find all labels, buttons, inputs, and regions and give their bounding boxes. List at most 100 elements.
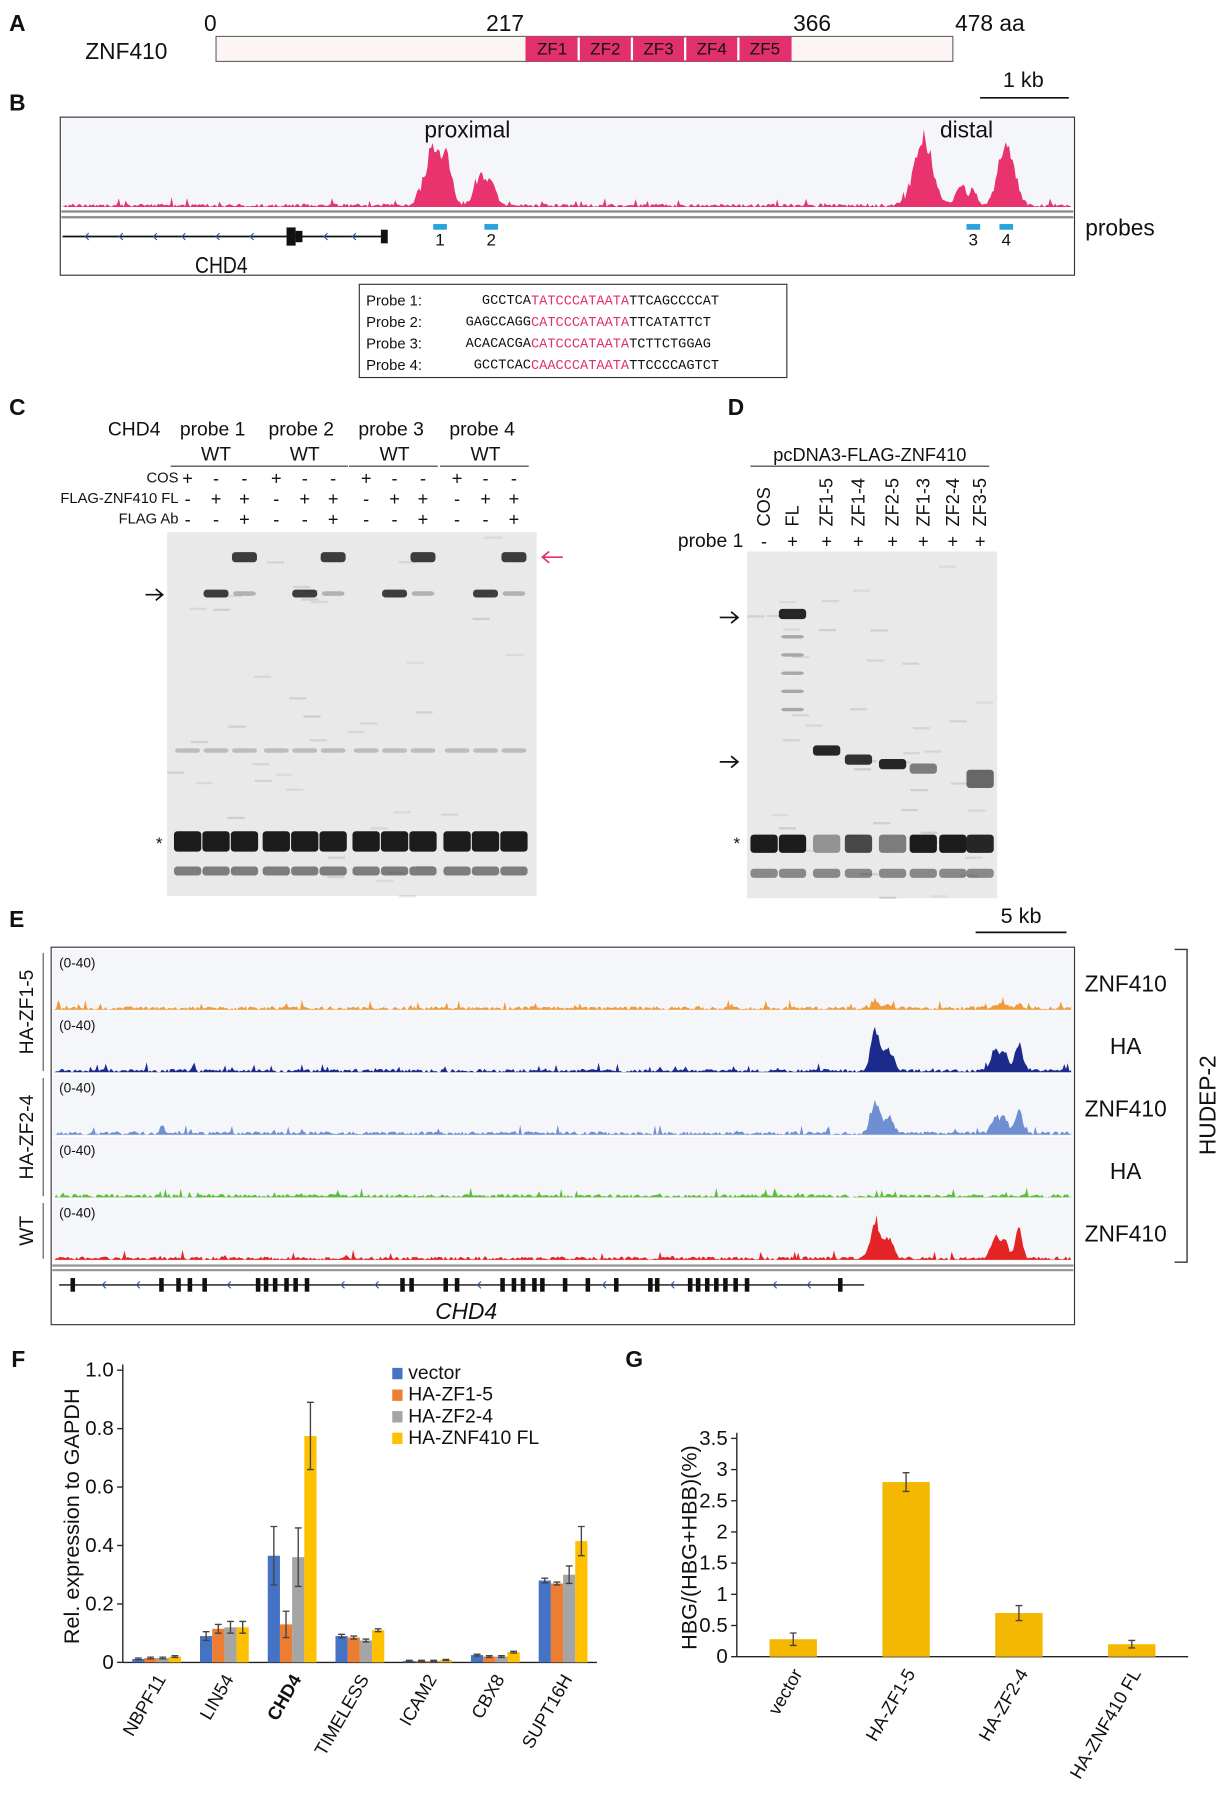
error-bar	[430, 1659, 438, 1663]
condition-sign: -	[392, 510, 398, 530]
probe-label: probe 4	[449, 419, 515, 440]
error-bar	[159, 1656, 167, 1660]
x-tick-label: HA-ZNF410 FL	[1066, 1665, 1145, 1782]
exon	[723, 1278, 728, 1292]
gel-band	[173, 831, 202, 852]
gel-smear	[903, 752, 921, 755]
gel-band	[410, 748, 436, 753]
gel-smear	[901, 662, 920, 665]
gel-band	[202, 866, 230, 876]
lane-label: ZF2-4	[943, 478, 963, 527]
gel-smear	[275, 773, 293, 776]
lane-label: ZF3-5	[970, 478, 990, 527]
x-tick-label: LIN54	[196, 1671, 238, 1723]
error-bar	[1015, 1604, 1023, 1622]
gel-band	[878, 759, 907, 770]
gel-band	[411, 591, 435, 596]
condition-sign: +	[418, 510, 429, 530]
arrow	[719, 611, 740, 624]
gel-smear	[938, 565, 957, 568]
condition-label: FLAG Ab	[119, 512, 179, 528]
exon	[511, 1278, 517, 1292]
panel-letter: F	[11, 1346, 25, 1372]
position-label: 217	[486, 10, 524, 36]
track-bg	[52, 1199, 1074, 1262]
gel-smear	[870, 629, 888, 632]
gel-smear	[484, 536, 502, 539]
track-range: (0-40)	[59, 1018, 95, 1033]
gel-smear	[213, 608, 231, 611]
strand-arrow	[374, 1281, 380, 1289]
x-tick-label: TIMELESS	[311, 1671, 373, 1759]
gel-band	[292, 589, 318, 598]
strand-arrow	[101, 1281, 107, 1289]
band-marker: *	[733, 834, 740, 853]
probe-label: probe 3	[358, 419, 424, 440]
gel-band	[781, 635, 804, 639]
y-tick-label: 0.5	[699, 1614, 727, 1637]
panel-letter: D	[728, 394, 744, 420]
track-bg	[52, 1137, 1074, 1199]
gel-band	[471, 831, 500, 852]
gel-band	[812, 834, 841, 853]
gel-smear	[310, 600, 328, 604]
y-tick-label: 3	[716, 1458, 727, 1481]
gel-band	[231, 552, 257, 563]
exon	[286, 227, 296, 246]
condition-sign: +	[389, 489, 400, 509]
gel-band	[909, 834, 937, 853]
exon	[255, 1278, 261, 1292]
exon	[837, 1278, 843, 1292]
condition-sign: +	[239, 489, 250, 509]
gel-band	[778, 608, 807, 620]
legend-swatch	[392, 1411, 403, 1423]
arrow	[719, 755, 740, 769]
exon	[304, 1278, 310, 1292]
gel-band	[878, 834, 907, 853]
sequence-rest: CATCCCATAATATTCATATTCT	[531, 315, 711, 330]
condition-sign: -	[273, 510, 279, 530]
bar	[538, 1580, 551, 1663]
group-label: HA-ZF2-4	[17, 1094, 38, 1179]
bar	[563, 1574, 576, 1663]
gel-smear	[901, 808, 919, 812]
bar	[483, 1656, 496, 1663]
gel-band	[320, 552, 346, 563]
probe-site	[484, 224, 499, 230]
strand-arrow	[118, 232, 124, 241]
lane-label: ZF2-5	[883, 478, 903, 527]
sequence-suffix: TTCAGCCCCAT	[629, 294, 719, 309]
group-label: WT	[17, 1216, 38, 1246]
binding-motif: CATCCCATAATA	[531, 315, 630, 330]
bar	[575, 1541, 588, 1663]
gel-smear	[930, 895, 948, 898]
gel-smear	[266, 561, 284, 564]
binding-motif: CATCCCATAATA	[531, 337, 630, 352]
lane-label: ZF1-3	[913, 478, 933, 527]
panel-letter: E	[9, 906, 24, 932]
exon	[585, 1278, 591, 1292]
gel-smear	[792, 655, 810, 659]
condition-sign: +	[452, 469, 463, 489]
condition-sign: +	[509, 510, 520, 530]
gel-band	[844, 834, 873, 853]
exon	[159, 1278, 164, 1292]
gel-band	[319, 831, 347, 852]
exon	[443, 1278, 448, 1292]
y-tick-label: 2	[716, 1520, 727, 1543]
condition-sign: -	[302, 510, 308, 530]
sequence-box	[358, 283, 788, 379]
condition-sign: +	[418, 489, 429, 509]
condition-sign: +	[328, 510, 339, 530]
error-bar	[270, 1525, 278, 1586]
exon	[293, 1278, 298, 1292]
exon	[648, 1278, 653, 1292]
gel-band	[781, 653, 804, 657]
gel-band	[939, 868, 967, 878]
gel-smear	[252, 763, 270, 766]
condition-sign: +	[211, 489, 222, 509]
error-bar	[565, 1565, 573, 1585]
gel-band	[353, 748, 379, 753]
peak-label: proximal	[424, 117, 510, 143]
gel-band	[781, 707, 804, 712]
